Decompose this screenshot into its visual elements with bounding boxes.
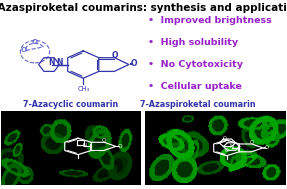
Text: O: O: [111, 51, 118, 60]
Text: O: O: [250, 140, 254, 145]
Text: O: O: [225, 139, 229, 144]
Text: O: O: [102, 138, 106, 143]
Text: •  High solubility: • High solubility: [148, 38, 238, 47]
Text: O: O: [265, 145, 269, 150]
Text: O: O: [131, 60, 137, 68]
Text: 7-Azaspiroketal coumarin: 7-Azaspiroketal coumarin: [140, 100, 256, 109]
Text: N: N: [230, 144, 234, 149]
Text: O: O: [223, 136, 227, 141]
Text: 7-Azaspiroketal coumarins: synthesis and application: 7-Azaspiroketal coumarins: synthesis and…: [0, 3, 287, 13]
Text: 7-Azacyclic coumarin: 7-Azacyclic coumarin: [23, 100, 118, 109]
Text: N: N: [82, 143, 87, 148]
Text: •  Improved brightness: • Improved brightness: [148, 16, 272, 25]
Text: O: O: [225, 148, 229, 153]
Text: •  Cellular uptake: • Cellular uptake: [148, 82, 242, 91]
Text: O: O: [118, 144, 122, 149]
Text: O: O: [31, 39, 37, 45]
Text: •  No Cytotoxicity: • No Cytotoxicity: [148, 60, 243, 69]
Text: CH₃: CH₃: [77, 86, 89, 92]
Text: N: N: [57, 58, 63, 67]
Text: O: O: [21, 47, 27, 53]
Text: N: N: [49, 58, 55, 67]
